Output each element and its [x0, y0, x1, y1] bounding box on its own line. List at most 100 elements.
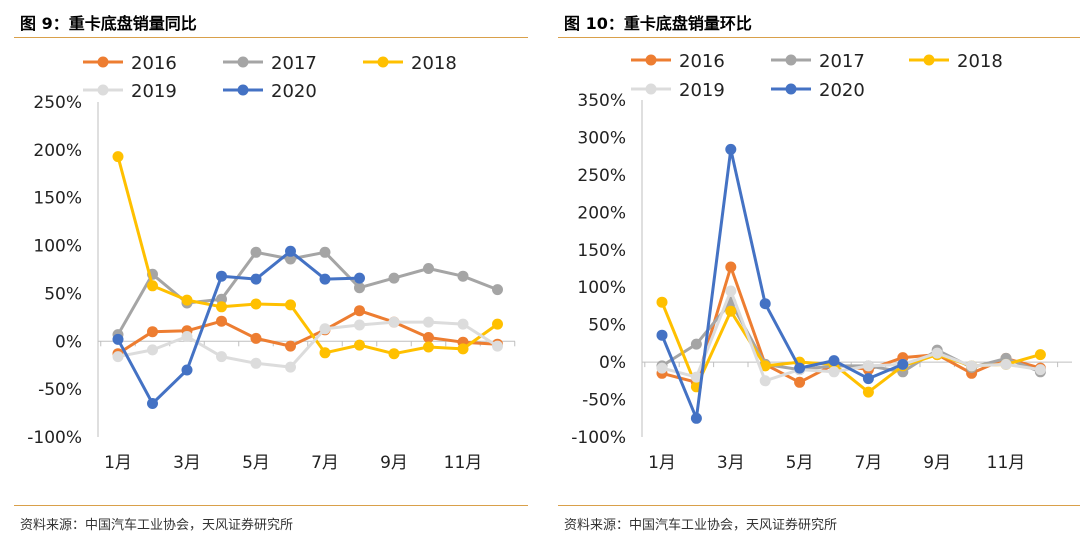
y-tick-label: 150%: [33, 189, 82, 209]
data-point: [147, 344, 158, 356]
legend-label: 2018: [411, 53, 457, 74]
y-tick-label: 100%: [577, 278, 626, 298]
data-point: [690, 371, 702, 383]
data-point: [423, 316, 434, 328]
series-line: [117, 320, 499, 369]
legend-item: 2018: [909, 51, 1003, 72]
y-tick-label: 50%: [588, 316, 626, 336]
data-point: [216, 315, 227, 327]
data-point: [250, 298, 262, 310]
data-point: [828, 366, 840, 378]
yoy-panel: 图 9：重卡底盘销量同比 250% 200% 150% 100% 50% 0% -50% -1…: [14, 14, 528, 533]
legend-label: 2016: [131, 53, 177, 74]
data-point: [828, 355, 840, 367]
data-point: [388, 348, 400, 360]
data-point: [216, 270, 227, 282]
data-point: [1034, 364, 1046, 376]
data-point: [250, 357, 262, 369]
y-tick-label: 200%: [577, 203, 626, 223]
figure-title: 图 10：重卡底盘销量环比: [564, 14, 752, 33]
y-tick-label: 0%: [599, 353, 626, 373]
data-point: [656, 329, 668, 341]
legend-label: 2019: [131, 81, 177, 102]
y-tick-label: 50%: [44, 284, 82, 304]
data-point: [423, 263, 434, 274]
title-divider: [14, 37, 528, 38]
x-tick-label: 3月: [173, 453, 201, 473]
data-point: [725, 261, 737, 273]
data-point: [112, 351, 124, 363]
data-point: [492, 318, 503, 330]
data-point: [354, 305, 365, 317]
data-point: [725, 143, 737, 155]
data-point: [862, 360, 874, 372]
legend-label: 2017: [271, 53, 317, 74]
data-point: [725, 285, 737, 297]
data-point: [1000, 358, 1012, 370]
x-tick-label: 5月: [242, 453, 270, 473]
legend-swatch-marker: [645, 54, 657, 66]
data-point: [147, 326, 158, 338]
series-line: [660, 147, 904, 420]
legend-swatch-marker: [923, 54, 935, 66]
legend-label: 2020: [271, 81, 317, 102]
x-tick-label: 11月: [444, 453, 483, 473]
legend-label: 2020: [819, 80, 865, 101]
data-point: [457, 343, 469, 355]
title-divider: [558, 37, 1080, 38]
data-point: [319, 347, 331, 359]
source-divider: [558, 505, 1080, 506]
data-point: [285, 340, 296, 352]
data-point: [250, 332, 262, 344]
mom-line-chart: 350% 300% 250% 200% 150% 100% 50% 0% -50% -100% 1月…: [571, 51, 1072, 473]
data-point: [759, 375, 771, 387]
legend-item: 2020: [223, 81, 317, 102]
legend: 2016 2017 2018 2019 2020: [83, 53, 457, 102]
y-tick-label: 200%: [33, 141, 82, 161]
data-point: [285, 299, 296, 311]
legend-label: 2019: [679, 80, 725, 101]
legend: 2016 2017 2018 2019 2020: [631, 51, 1003, 101]
data-point: [319, 246, 331, 258]
y-tick-label: -100%: [571, 428, 626, 448]
mom-panel: 图 10：重卡底盘销量环比 350% 300% 250% 200% 150% 100% 50…: [550, 0, 1080, 541]
data-point: [319, 323, 331, 335]
series-2018: [112, 151, 503, 360]
y-tick-label: -100%: [27, 428, 82, 448]
x-tick-label: 11月: [987, 453, 1026, 473]
legend-swatch-marker: [237, 84, 249, 96]
y-tick-label: 150%: [577, 241, 626, 261]
series-line: [116, 249, 360, 405]
legend-item: 2018: [363, 53, 457, 74]
data-point: [862, 386, 874, 398]
legend-item: 2020: [771, 80, 865, 101]
legend-swatch-marker: [645, 83, 657, 95]
data-point: [931, 347, 943, 359]
legend-item: 2016: [83, 53, 177, 74]
data-point: [354, 339, 365, 351]
x-tick-label: 1月: [104, 453, 132, 473]
legend-swatch-marker: [237, 56, 249, 68]
y-tick-label: 100%: [33, 237, 82, 257]
data-point: [492, 284, 503, 296]
legend-item: 2017: [223, 53, 317, 74]
legend-swatch-marker: [377, 56, 389, 68]
data-point: [966, 360, 978, 372]
data-point: [690, 412, 702, 424]
y-tick-label: 250%: [577, 166, 626, 186]
data-point: [285, 245, 296, 257]
data-point: [897, 358, 909, 370]
data-point: [285, 361, 296, 373]
data-point: [794, 362, 806, 374]
data-point: [112, 333, 124, 345]
data-point: [457, 318, 469, 330]
data-point: [862, 373, 874, 385]
data-point: [319, 273, 331, 285]
data-point: [147, 280, 158, 292]
data-point: [147, 398, 158, 409]
source-note: 资料来源：中国汽车工业协会，天风证券研究所: [20, 518, 294, 533]
data-point: [354, 282, 365, 294]
data-point: [216, 351, 227, 363]
data-point: [656, 296, 668, 308]
legend-item: 2017: [771, 51, 865, 72]
